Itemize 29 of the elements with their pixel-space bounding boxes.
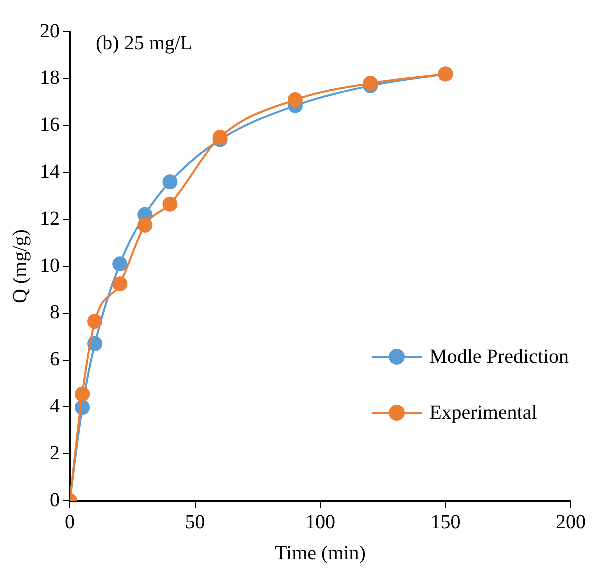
point <box>138 218 153 233</box>
y-tick-label: 16 <box>40 114 60 136</box>
legend-label: Modle Prediction <box>430 346 569 368</box>
y-tick-label: 18 <box>40 67 60 90</box>
x-tick-label: 0 <box>65 511 75 534</box>
point <box>112 276 128 292</box>
point <box>288 92 303 108</box>
y-tick-label: 4 <box>50 395 60 418</box>
y-tick-label: 12 <box>40 208 60 230</box>
point <box>88 314 103 330</box>
y-tick-label: 14 <box>40 160 60 183</box>
point <box>112 256 128 272</box>
y-tick-label: 8 <box>50 302 60 324</box>
y-tick-label: 0 <box>50 489 60 512</box>
x-tick-label: 50 <box>185 511 206 534</box>
point <box>75 386 90 402</box>
y-tick-label: 10 <box>40 254 60 277</box>
x-axis-title: Time (min) <box>275 542 366 564</box>
y-axis-title: Q (mg/g) <box>9 230 32 304</box>
chart-title: (b) 25 mg/L <box>96 32 193 54</box>
x-tick-label: 150 <box>430 511 461 534</box>
x-tick-label: 100 <box>306 511 336 534</box>
y-tick-label: 2 <box>50 442 60 464</box>
legend-label: Experimental <box>430 402 538 424</box>
point <box>162 196 178 212</box>
y-tick-label: 20 <box>40 20 60 42</box>
y-tick-label: 6 <box>50 348 60 371</box>
x-tick-label: 200 <box>556 511 586 534</box>
point <box>162 174 178 190</box>
